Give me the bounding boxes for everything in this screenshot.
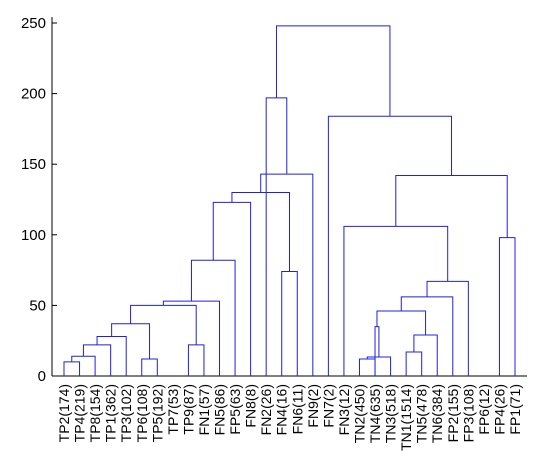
dendrogram-link bbox=[400, 296, 454, 376]
dendrogram-link bbox=[231, 191, 290, 272]
leaf-label: FN1(57) bbox=[196, 384, 212, 435]
dendrogram-link bbox=[82, 344, 112, 376]
leaf-label: FN6(11) bbox=[289, 384, 305, 434]
leaf-label: FN8(8) bbox=[243, 384, 259, 428]
leaf-label: FN7(2) bbox=[320, 384, 336, 428]
leaf-label: TP2(174) bbox=[56, 384, 72, 442]
leaf-label: TP8(154) bbox=[87, 384, 103, 442]
y-tick-label: 50 bbox=[29, 297, 46, 314]
dendrogram-link bbox=[111, 323, 151, 360]
leaf-label: TN1(1514) bbox=[398, 384, 414, 451]
dendrogram-link bbox=[275, 25, 391, 117]
dendrogram-link bbox=[405, 351, 423, 376]
dendrogram-link bbox=[96, 335, 127, 376]
leaf-label: TN5(478) bbox=[414, 384, 430, 443]
dendrogram-link bbox=[281, 271, 298, 376]
dendrogram-link bbox=[358, 358, 376, 376]
dendrogram-link bbox=[162, 300, 221, 376]
leaf-label: TP4(219) bbox=[72, 384, 88, 442]
leaf-label: FN4(16) bbox=[274, 384, 290, 435]
leaf-label: FP5(63) bbox=[227, 384, 243, 435]
leaf-label: FN2(26) bbox=[258, 384, 274, 435]
dendrogram-link bbox=[187, 344, 205, 376]
leaf-label: TP9(87) bbox=[180, 384, 196, 435]
leaf-label: FP3(108) bbox=[460, 384, 476, 442]
dendrogram-link bbox=[130, 304, 197, 345]
leaf-label: FP6(12) bbox=[476, 384, 492, 435]
dendrogram-link bbox=[498, 237, 516, 376]
leaf-label: TN6(384) bbox=[429, 384, 445, 443]
y-tick-label: 0 bbox=[38, 368, 46, 385]
leaf-label: TN4(635) bbox=[367, 384, 383, 443]
leaf-label: TP5(192) bbox=[149, 384, 165, 442]
leaf-label: TP3(102) bbox=[118, 384, 134, 442]
dendrogram-link bbox=[63, 361, 81, 376]
dendrogram-link bbox=[327, 115, 453, 376]
y-tick-label: 200 bbox=[21, 86, 46, 103]
leaf-label: FN9(2) bbox=[305, 384, 321, 428]
y-tick-label: 100 bbox=[21, 227, 46, 244]
dendrogram-link bbox=[413, 334, 438, 376]
leaf-label: FP1(71) bbox=[507, 384, 523, 435]
dendrogram-link bbox=[395, 174, 508, 238]
leaf-label: TN2(450) bbox=[351, 384, 367, 443]
leaf-label: FN3(12) bbox=[336, 384, 352, 435]
leaf-label: FP2(155) bbox=[445, 384, 461, 442]
y-tick-label: 150 bbox=[21, 156, 46, 173]
leaf-label: TP6(108) bbox=[134, 384, 150, 442]
y-tick-label: 250 bbox=[21, 15, 46, 32]
leaf-label: TN3(518) bbox=[383, 384, 399, 443]
y-axis: 0 50 100 150 200 250 bbox=[21, 15, 527, 385]
dendrogram-link bbox=[260, 173, 314, 376]
dendrogram-link bbox=[212, 201, 252, 376]
dendrogram-link bbox=[190, 259, 236, 376]
dendrogram-link bbox=[343, 225, 449, 376]
dendrogram-links bbox=[63, 25, 516, 376]
dendrogram-link bbox=[376, 310, 427, 336]
dendrogram-link bbox=[426, 280, 469, 376]
dendrogram-link bbox=[265, 97, 288, 376]
dendrogram-link bbox=[366, 356, 392, 376]
leaf-labels: TP2(174) TP4(219) TP8(154) TP1(362) TP3(102)… bbox=[56, 384, 523, 451]
leaf-label: TP1(362) bbox=[103, 384, 119, 442]
leaf-label: FN5(86) bbox=[212, 384, 228, 435]
leaf-label: FP4(26) bbox=[491, 384, 507, 435]
leaf-label: TP7(53) bbox=[165, 384, 181, 435]
dendrogram-link bbox=[141, 358, 158, 376]
dendrogram-link bbox=[71, 355, 96, 376]
dendrogram-link bbox=[374, 326, 380, 376]
